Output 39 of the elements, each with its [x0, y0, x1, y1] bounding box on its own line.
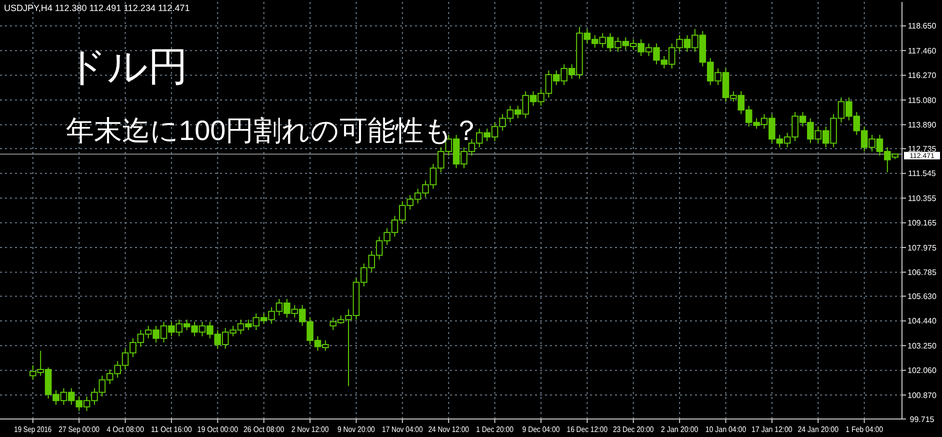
y-tick-label: 105.630 — [908, 292, 938, 301]
y-tick-label: 99.715 — [910, 414, 935, 424]
y-tick-label: 106.785 — [908, 268, 938, 278]
x-tick-label: 9 Dec 04:00 — [522, 425, 566, 434]
x-tick-label: 10 Jan 04:00 — [705, 425, 752, 434]
x-tick-label: 1 Dec 20:00 — [476, 425, 520, 434]
x-tick-label: 11 Oct 16:00 — [151, 425, 196, 434]
y-tick-label: 100.870 — [908, 390, 938, 400]
x-tick-label: 24 Nov 12:00 — [428, 425, 476, 434]
x-tick-label: 9 Nov 20:00 — [338, 425, 381, 434]
text: ドル円 — [66, 45, 188, 89]
x-tick-label: 19 Sep 2016 — [14, 425, 60, 434]
x-tick-label: 4 Oct 08:00 — [106, 425, 148, 434]
y-tick-label: 112.735 — [908, 144, 937, 154]
x-tick-label: 27 Sep 00:00 — [58, 425, 106, 434]
annotation: USDJPY,H4 112.380 112.491 112.234 112.471 — [4, 3, 190, 13]
x-tick-label: 2 Jan 20:00 — [660, 425, 703, 434]
y-tick-label: 102.060 — [908, 366, 938, 376]
y-tick-label: 107.975 — [908, 243, 938, 252]
y-tick-label: 117.460 — [908, 46, 937, 56]
y-tick-label: 116.270 — [908, 71, 937, 80]
x-tick-label: 26 Oct 08:00 — [243, 425, 290, 434]
y-tick-label: 103.250 — [908, 341, 938, 350]
x-tick-label: 17 Jan 12:00 — [752, 425, 798, 434]
y-tick-label: 109.165 — [908, 218, 938, 228]
y-tick-label: 111.545 — [908, 169, 936, 178]
text: 年末迄に100円割れの可能性も？ — [66, 115, 481, 146]
x-tick-label: 17 Nov 04:00 — [382, 425, 430, 434]
y-tick-label: 104.440 — [908, 316, 938, 326]
y-tick-label: 113.890 — [908, 120, 937, 130]
x-tick-label: 16 Dec 12:00 — [566, 425, 614, 434]
x-tick-label: 19 Oct 00:00 — [197, 425, 244, 434]
y-tick-label: 110.355 — [908, 194, 937, 203]
x-tick-label: 2 Nov 12:00 — [291, 425, 334, 434]
y-tick-label: 118.650 — [908, 22, 937, 31]
y-tick-label: 115.080 — [908, 96, 937, 105]
x-tick-label: 24 Jan 20:00 — [798, 425, 844, 434]
x-tick-label: 1 Feb 04:00 — [846, 425, 888, 434]
x-tick-label: 23 Dec 20:00 — [612, 425, 661, 434]
